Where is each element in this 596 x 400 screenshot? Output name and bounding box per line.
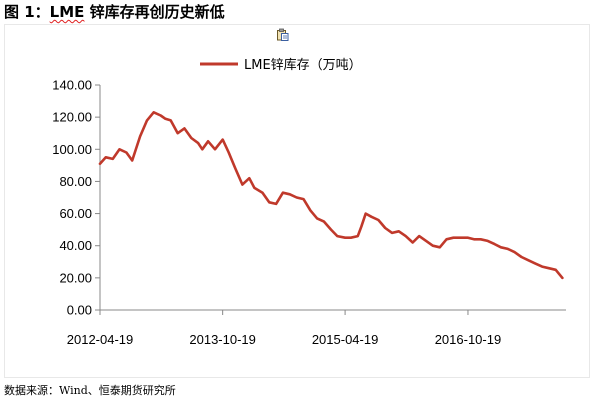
x-tick-label: 2016-10-19 — [435, 332, 502, 347]
legend-label: LME锌库存（万吨） — [244, 57, 362, 73]
figure-title-text: 锌库存再创历史新低 — [84, 3, 225, 21]
figure-title-brand: LME — [49, 3, 85, 21]
y-tick-label: 20.00 — [59, 270, 92, 285]
y-tick-label: 40.00 — [59, 238, 92, 253]
y-tick-label: 80.00 — [59, 174, 92, 189]
y-tick-label: 140.00 — [52, 78, 92, 93]
figure-title: 图 1：LME 锌库存再创历史新低 — [4, 1, 225, 22]
y-tick-label: 60.00 — [59, 206, 92, 221]
chart-frame — [4, 24, 590, 378]
x-tick-label: 2012-04-19 — [67, 332, 134, 347]
y-axis: 0.00 20.00 40.00 60.00 80.00 100.00 120.00 140.… — [52, 78, 101, 318]
series-line-0 — [98, 111, 564, 280]
source-note: 数据来源：Wind、恒泰期货研究所 — [4, 384, 176, 397]
paste-clipboard-icon[interactable] — [276, 28, 289, 41]
x-tick-label: 2013-10-19 — [189, 332, 256, 347]
y-tick-label: 120.00 — [52, 110, 92, 125]
x-axis: 2012-04-19 2013-10-19 2015-04-19 2016-10-19 — [67, 309, 566, 347]
x-tick-label: 2015-04-19 — [312, 332, 379, 347]
figure-title-prefix: 图 1： — [4, 3, 50, 21]
chart-legend: LME锌库存（万吨） — [200, 57, 362, 73]
plot-area — [98, 111, 564, 280]
y-tick-label: 100.00 — [52, 142, 92, 157]
y-tick-label: 0.00 — [67, 303, 92, 318]
